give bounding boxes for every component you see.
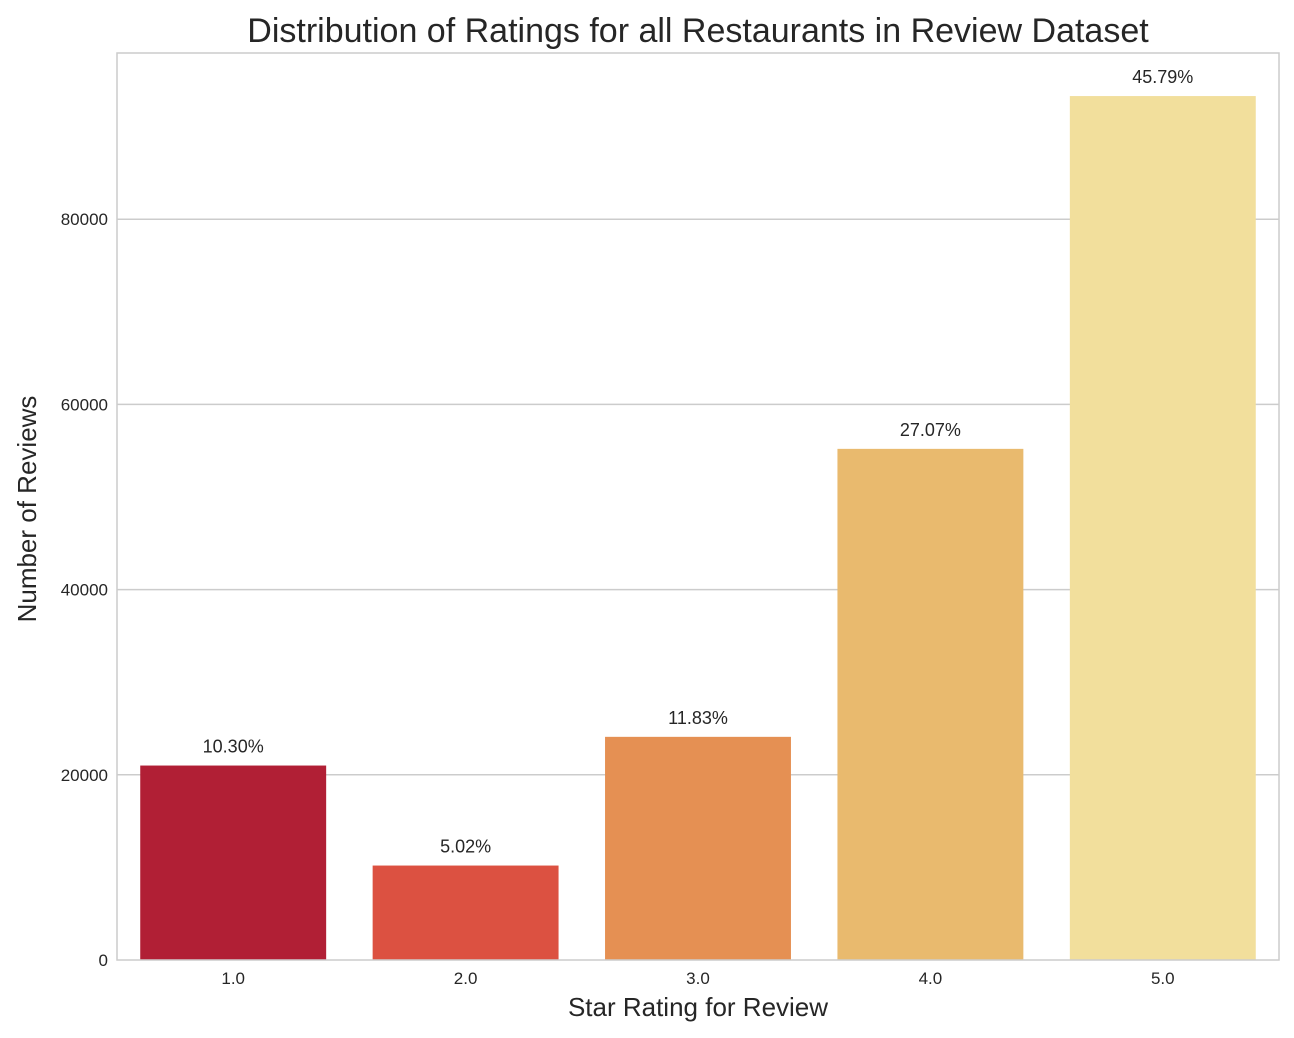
bar-1.0 — [140, 765, 327, 960]
bars — [140, 96, 1256, 961]
bar-4.0 — [837, 448, 1024, 960]
bar-data-label: 11.83% — [668, 708, 728, 728]
x-tick-label: 4.0 — [919, 969, 943, 988]
x-tick-label: 3.0 — [686, 969, 710, 988]
plot-frame — [116, 52, 1280, 961]
y-tick-label: 0 — [99, 951, 108, 970]
x-tick-label: 2.0 — [454, 969, 478, 988]
y-tick-label: 20000 — [61, 766, 108, 785]
bar-5.0 — [1069, 96, 1256, 961]
x-tick-label: 1.0 — [221, 969, 245, 988]
y-axis-ticks: 0 20000 40000 60000 80000 — [61, 210, 108, 970]
y-tick-label: 40000 — [61, 581, 108, 600]
data-labels: 10.30% 5.02% 11.83% 27.07% 45.79% — [203, 67, 1194, 856]
y-axis-label: Number of Reviews — [12, 396, 42, 623]
x-tick-label: 5.0 — [1151, 969, 1175, 988]
x-axis-label: Star Rating for Review — [568, 992, 828, 1022]
x-axis-ticks: 1.0 2.0 3.0 4.0 5.0 — [221, 969, 1174, 988]
bar-data-label: 45.79% — [1132, 67, 1193, 87]
bar-data-label: 10.30% — [203, 737, 264, 757]
bar-data-label: 5.02% — [440, 837, 491, 857]
bar-3.0 — [605, 736, 791, 960]
y-tick-label: 60000 — [61, 395, 108, 414]
y-tick-label: 80000 — [61, 210, 108, 229]
bar-2.0 — [372, 865, 559, 960]
bar-data-label: 27.07% — [900, 420, 961, 440]
chart-title: Distribution of Ratings for all Restaura… — [247, 12, 1149, 50]
